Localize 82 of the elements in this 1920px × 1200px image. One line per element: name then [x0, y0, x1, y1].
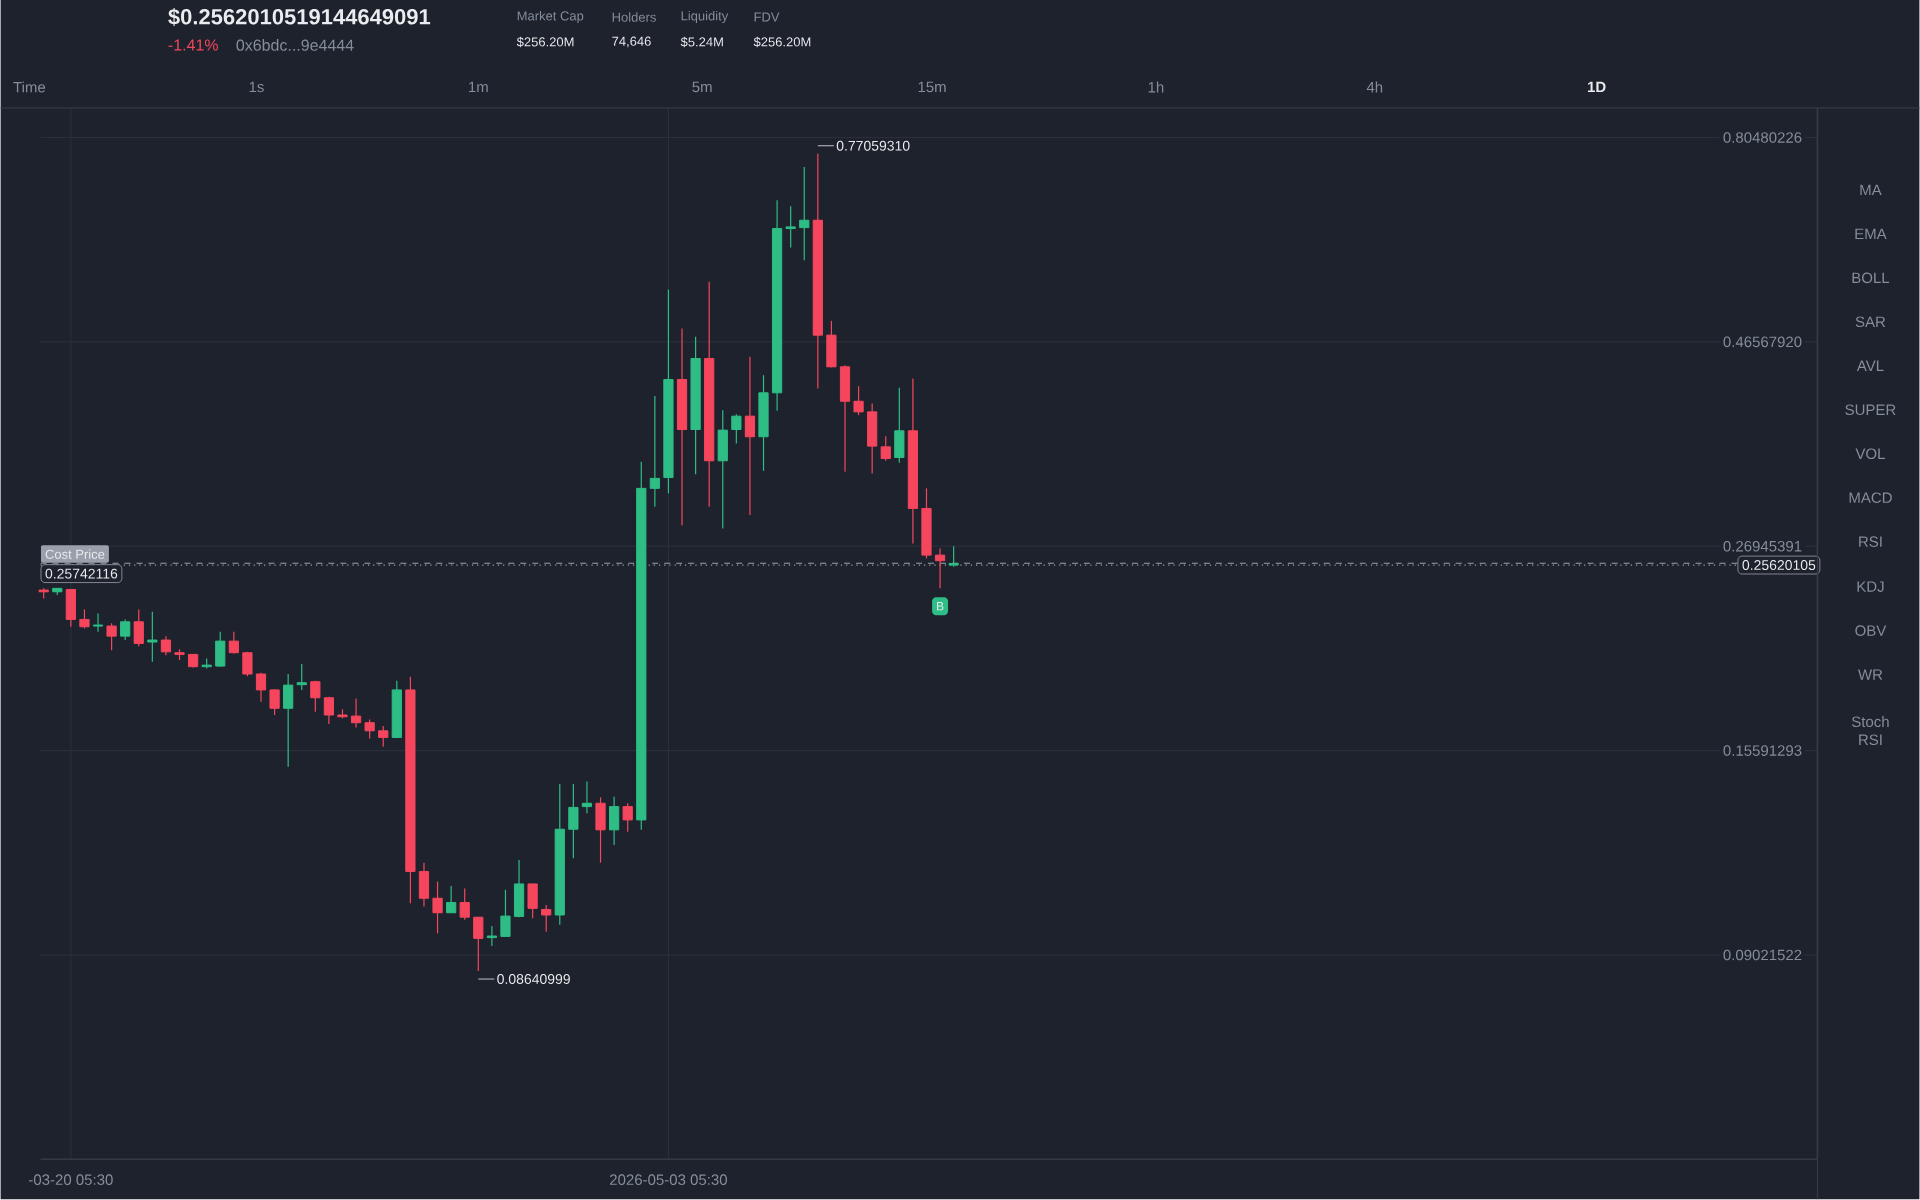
annotation: 0.77059310	[836, 140, 910, 151]
text: SUPER	[1845, 404, 1896, 416]
candlestick	[92, 612, 104, 633]
candlestick	[106, 622, 117, 651]
candlestick	[609, 796, 620, 846]
candlestick	[948, 545, 959, 568]
text: $256.20M	[753, 36, 811, 48]
candlestick	[799, 166, 810, 261]
candlestick	[120, 618, 131, 641]
text: SAR	[1855, 316, 1886, 328]
text: $0.2562010519144649091	[168, 8, 431, 27]
text: Market Cap	[517, 11, 584, 24]
text: MACD	[1849, 492, 1892, 504]
text: 1s	[249, 81, 264, 93]
candlestick	[350, 697, 362, 729]
annotation: 0.08640999	[497, 974, 570, 985]
candlestick	[133, 608, 144, 647]
ref-line-label: 0.25620105	[1742, 560, 1816, 571]
candlestick	[269, 688, 280, 716]
candlestick	[581, 781, 593, 815]
y-tick-label: 0.80480226	[1723, 132, 1802, 143]
text: FDV	[754, 12, 780, 22]
candlestick	[160, 635, 172, 656]
candlestick	[459, 887, 470, 921]
candlestick	[853, 385, 864, 416]
candlestick	[568, 783, 579, 859]
y-tick-label: 0.46567920	[1723, 336, 1802, 348]
candlestick	[255, 672, 267, 703]
candlestick	[934, 547, 946, 590]
text: 15m	[918, 81, 946, 93]
candlestick	[622, 802, 633, 833]
text: 1D	[1587, 81, 1606, 93]
candlestick	[310, 680, 321, 713]
text: 74,646	[612, 36, 651, 48]
annotation: B	[937, 602, 944, 611]
candlestick	[880, 435, 891, 462]
text: 1h	[1148, 81, 1164, 93]
candlestick	[323, 696, 335, 725]
text: WR	[1858, 669, 1883, 680]
candlestick	[378, 725, 389, 748]
ref-line-label: Cost Price	[45, 549, 105, 559]
candlestick	[283, 673, 294, 768]
y-tick-label: 0.26945391	[1723, 540, 1802, 552]
text: RSI	[1859, 536, 1882, 548]
text: $256.20M	[516, 36, 574, 48]
candlestick	[473, 916, 484, 972]
text: EMA	[1855, 228, 1887, 240]
text: Holders	[612, 12, 656, 22]
candlestick	[541, 904, 552, 933]
text: OBV	[1855, 625, 1887, 637]
text: MA	[1860, 184, 1882, 196]
text: Stoch RSI	[1851, 716, 1889, 746]
text: VOL	[1855, 448, 1885, 460]
text: KDJ	[1857, 581, 1884, 592]
candlestick	[486, 925, 497, 947]
text: $5.24M	[680, 36, 723, 48]
candlestick	[785, 205, 796, 249]
candlestick	[364, 718, 375, 740]
y-tick-label: 0.09021522	[1723, 949, 1802, 961]
candlestick	[649, 395, 660, 508]
annotation: 0.25742116	[45, 568, 118, 579]
x-tick-label: 2026-05-03 05:30	[610, 1174, 727, 1186]
candlestick	[432, 881, 443, 934]
text: BOLL	[1852, 272, 1890, 284]
candlestick	[731, 413, 742, 445]
x-tick-label: -03-20 05:30	[29, 1174, 113, 1186]
text: 4h	[1366, 81, 1383, 93]
text: AVL	[1856, 360, 1884, 372]
candlestick	[446, 885, 457, 914]
candlestick	[79, 608, 90, 630]
text: Liquidity	[681, 11, 729, 24]
candlestick	[147, 611, 158, 663]
text: 0x6bdc...9e4444	[236, 39, 354, 51]
candlestick	[744, 356, 756, 516]
y-tick-label: 0.15591293	[1723, 745, 1802, 756]
text: -1.41%	[168, 39, 218, 51]
text: 1m	[469, 81, 488, 93]
text: 5m	[692, 81, 712, 93]
text: Time	[13, 81, 46, 93]
candlestick	[242, 651, 253, 677]
candlestick	[500, 889, 511, 938]
candlestick	[296, 663, 307, 691]
